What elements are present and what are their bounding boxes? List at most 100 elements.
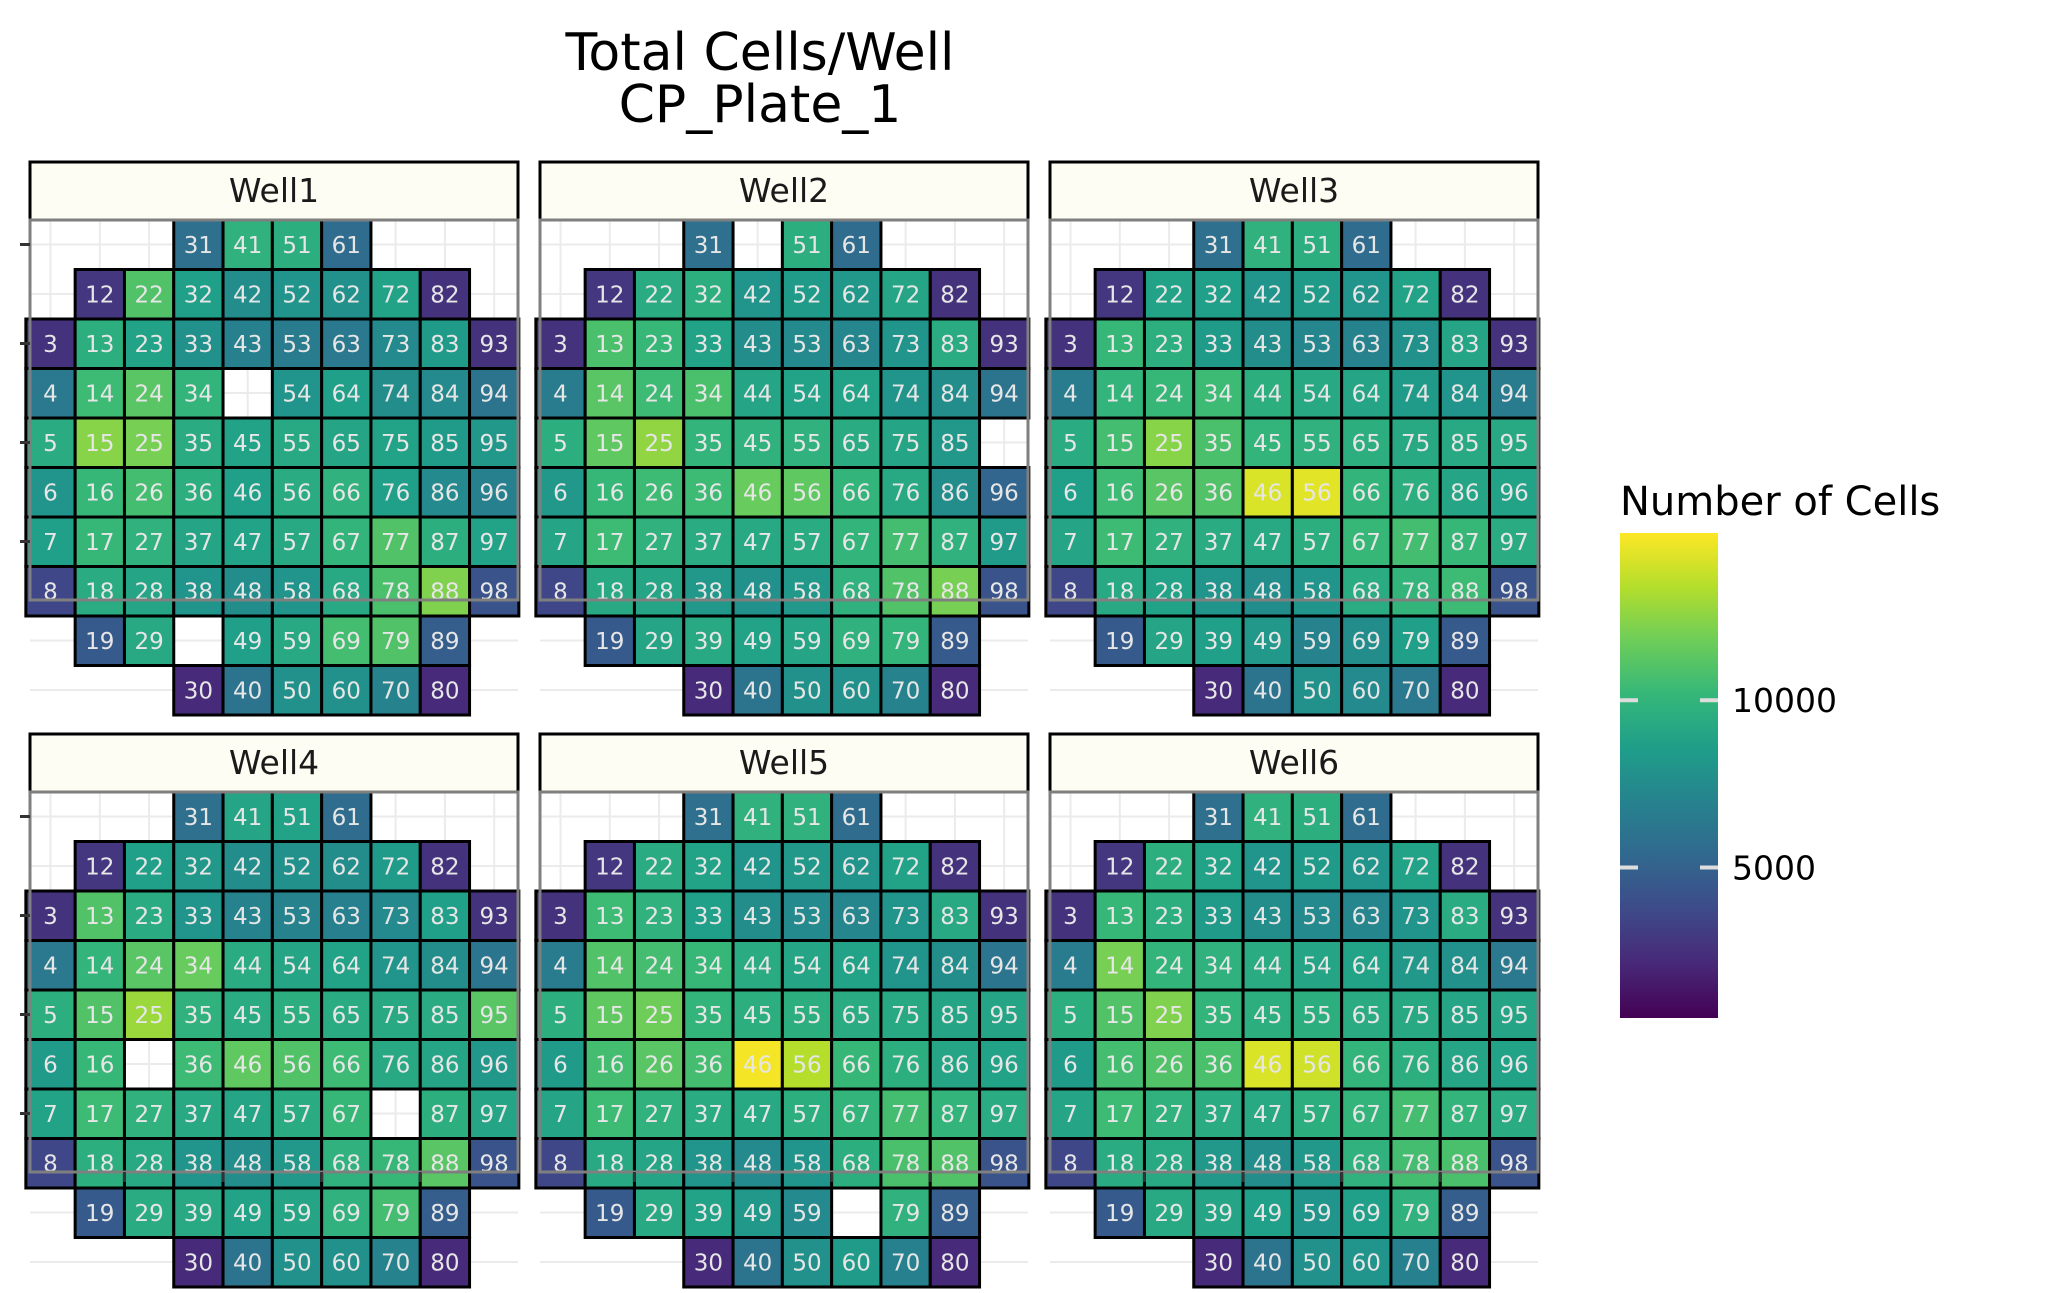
cell-label: 31 <box>1204 805 1233 831</box>
heatmap-cell <box>270 840 324 893</box>
heatmap-cell <box>583 988 636 1041</box>
cell-label: 4 <box>1063 381 1078 407</box>
cell-label: 73 <box>1401 904 1430 930</box>
cell-label: 42 <box>233 854 262 880</box>
cell-label: 87 <box>1450 530 1479 556</box>
heatmap-cell <box>1142 1137 1196 1190</box>
heatmap-cell <box>122 840 176 893</box>
heatmap-cell <box>583 466 636 519</box>
cell-label: 85 <box>940 1003 969 1029</box>
heatmap-cell <box>1438 840 1492 893</box>
cell-label: 97 <box>1500 530 1529 556</box>
heatmap-cell <box>534 317 587 370</box>
heatmap-cell <box>270 218 324 271</box>
heatmap-cell <box>221 1236 274 1289</box>
heatmap-cell <box>928 840 982 893</box>
cell-label: 57 <box>792 530 821 556</box>
cell-label: 6 <box>553 1052 568 1078</box>
cell-label: 17 <box>595 530 624 556</box>
cell-label: 73 <box>381 332 410 358</box>
cell-label: 31 <box>184 233 213 259</box>
cell-label: 26 <box>1154 1052 1183 1078</box>
heatmap-cell <box>830 1236 883 1289</box>
cell-label: 23 <box>1154 332 1183 358</box>
heatmap-cell <box>632 840 686 893</box>
heatmap-cell <box>270 1038 324 1091</box>
cell-label: 45 <box>1253 1003 1282 1029</box>
cell-label: 79 <box>381 629 410 655</box>
cell-label: 42 <box>1253 282 1282 308</box>
heatmap-cell <box>928 1038 982 1091</box>
cell-label: 31 <box>694 233 723 259</box>
cell-label: 54 <box>1302 381 1331 407</box>
tile-layer: 31 41 51 61 12 22 32 42 52 62 72 82 3 13 23 33 43 53 63 73 8… <box>534 790 1031 1289</box>
cell-label: 31 <box>184 805 213 831</box>
cell-label: 13 <box>1105 904 1134 930</box>
heatmap-cell <box>418 317 472 370</box>
cell-label: 73 <box>1401 332 1430 358</box>
cell-label: 63 <box>1352 332 1381 358</box>
cell-label: 65 <box>332 1003 361 1029</box>
cell-label: 56 <box>1302 1052 1331 1078</box>
heatmap-cell <box>1241 416 1294 469</box>
cell-label: 87 <box>940 1102 969 1128</box>
heatmap-cell <box>682 664 735 717</box>
cell-label: 7 <box>1063 1102 1078 1128</box>
cell-label: 47 <box>233 530 262 556</box>
cell-label: 17 <box>1105 530 1134 556</box>
cell-label: 64 <box>842 953 871 979</box>
heatmap-cell <box>73 268 126 321</box>
heatmap-cell <box>221 1038 274 1091</box>
cell-label: 55 <box>792 431 821 457</box>
cell-label: 24 <box>644 953 673 979</box>
cell-label: 96 <box>480 480 509 506</box>
cell-label: 43 <box>1253 904 1282 930</box>
cell-label: 39 <box>1204 1201 1233 1227</box>
tile-layer: 31 51 61 12 22 32 42 52 62 72 82 3 13 23 33 43 53 63 73 83 9… <box>534 218 1031 717</box>
heatmap-cell <box>780 565 834 618</box>
cell-label: 12 <box>85 282 114 308</box>
cell-label: 63 <box>332 332 361 358</box>
heatmap-cell <box>320 840 373 893</box>
cell-label: 14 <box>1105 381 1134 407</box>
cell-label: 74 <box>381 381 410 407</box>
cell-label: 53 <box>792 332 821 358</box>
heatmap-cell <box>780 840 834 893</box>
cell-label: 22 <box>1154 282 1183 308</box>
facet-strip <box>28 160 520 222</box>
cell-label: 67 <box>1352 1102 1381 1128</box>
cell-label: 45 <box>233 431 262 457</box>
cell-label: 94 <box>480 381 509 407</box>
heatmap-cell <box>1142 515 1196 568</box>
cell-label: 15 <box>85 1003 114 1029</box>
cell-label: 46 <box>233 1052 262 1078</box>
cell-label: 54 <box>792 953 821 979</box>
heatmap-cell <box>879 1236 932 1289</box>
cell-label: 36 <box>694 1052 723 1078</box>
cell-label: 37 <box>1204 530 1233 556</box>
cell-label: 80 <box>430 678 459 704</box>
cell-label: 80 <box>940 1250 969 1276</box>
cell-label: 96 <box>480 1052 509 1078</box>
heatmap-cell <box>1290 416 1344 469</box>
cell-label: 83 <box>430 332 459 358</box>
heatmap-cell <box>468 515 521 568</box>
cell-label: 57 <box>1302 1102 1331 1128</box>
cell-label: 25 <box>1154 431 1183 457</box>
cell-label: 6 <box>553 480 568 506</box>
cell-label: 75 <box>1401 1003 1430 1029</box>
cell-label: 70 <box>891 678 920 704</box>
cell-label: 35 <box>184 431 213 457</box>
cell-label: 33 <box>184 904 213 930</box>
cell-label: 94 <box>990 381 1019 407</box>
heatmap-cell <box>780 1236 834 1289</box>
cell-label: 26 <box>644 480 673 506</box>
cell-label: 80 <box>1450 1250 1479 1276</box>
cell-label: 55 <box>1302 431 1331 457</box>
heatmap-cell <box>1142 988 1196 1041</box>
cell-label: 46 <box>1253 480 1282 506</box>
heatmap-cell <box>534 1137 587 1190</box>
cell-label: 69 <box>1352 629 1381 655</box>
